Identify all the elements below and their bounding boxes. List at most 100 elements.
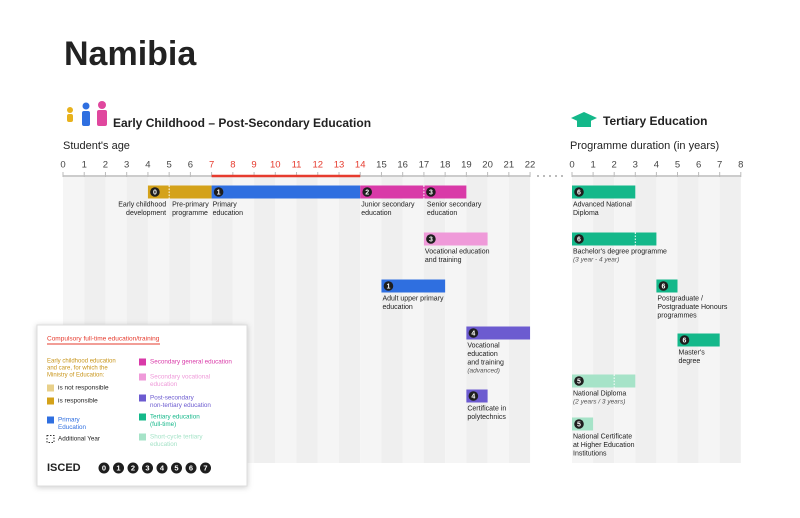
- legend-label: is responsible: [58, 398, 98, 405]
- axis-label: Student's age: [63, 140, 130, 152]
- isced-badge: [574, 187, 584, 197]
- isced-number: 5: [577, 378, 581, 385]
- legend-swatch: [139, 433, 146, 441]
- isced-badge: [679, 335, 690, 345]
- isced-number: 4: [471, 393, 475, 400]
- isced-badge: [98, 462, 110, 474]
- programme-label: Certificate in: [467, 405, 506, 412]
- tick-label: 2: [612, 160, 617, 171]
- isced-badge: [383, 281, 394, 291]
- programme-bar: [169, 185, 212, 199]
- column: [360, 177, 382, 463]
- programme-label: education: [213, 210, 243, 217]
- programme-bar: [466, 326, 531, 340]
- legend-label: Short-cycle tertiary: [150, 434, 203, 441]
- legend-heading: and care, for which the: [47, 366, 108, 372]
- programme-label: at Higher Education: [573, 442, 635, 449]
- tick-label: 19: [461, 160, 472, 171]
- programme-label: Pre-primary: [172, 201, 209, 208]
- isced-badge: [150, 187, 160, 197]
- tick-label: 13: [334, 160, 345, 171]
- isced-badge: [185, 462, 197, 474]
- isced-number: 1: [217, 189, 221, 196]
- tick-label: 15: [376, 160, 387, 171]
- legend-label: is not responsible: [58, 385, 109, 392]
- column: [487, 177, 509, 463]
- programme-label: education: [467, 351, 497, 358]
- isced-badge: [200, 462, 211, 474]
- isced-number: 3: [145, 463, 149, 472]
- isced-number: 7: [203, 463, 207, 472]
- graduation-icon: [571, 112, 597, 127]
- programme-bar: [423, 185, 467, 199]
- programme-label: Early childhood: [118, 201, 166, 208]
- isced-badge: [468, 328, 479, 338]
- children-icon: [67, 101, 107, 126]
- isced-badge: [113, 462, 124, 474]
- tick-label: 6: [188, 160, 193, 171]
- programme-label: Advanced National: [573, 201, 632, 208]
- page-title: Namibia: [64, 35, 197, 73]
- isced-number: 4: [471, 330, 475, 337]
- tick-label: 11: [292, 160, 302, 171]
- legend-title: Compulsory full-time education/training: [47, 336, 160, 343]
- isced-number: 4: [160, 463, 165, 472]
- column: [338, 177, 361, 463]
- column: [719, 177, 741, 463]
- legend-label: Education: [58, 424, 87, 431]
- legend-box: [36, 324, 248, 487]
- column: [698, 177, 720, 463]
- column: [614, 177, 636, 463]
- isced-number: 2: [131, 463, 135, 472]
- programme-bar: [360, 185, 424, 199]
- tick-label: 21: [504, 160, 515, 171]
- isced-badge: [426, 187, 436, 197]
- legend-label: Secondary general education: [150, 359, 232, 366]
- column: [656, 177, 678, 463]
- legend-label: Secondary vocational: [150, 374, 210, 381]
- programme-bar: [211, 185, 361, 199]
- isced-number: 3: [429, 189, 433, 196]
- isced-badge: [468, 391, 479, 401]
- tick-label: 4: [145, 160, 150, 171]
- tick-label: 5: [675, 160, 680, 171]
- isced-badge: [362, 187, 373, 197]
- programme-label: degree: [679, 358, 701, 365]
- legend-label: Primary: [58, 417, 81, 424]
- tick-label: 22: [525, 160, 536, 171]
- isced-badge: [574, 419, 584, 429]
- isced-number: 0: [153, 189, 157, 196]
- tick-label: 12: [312, 160, 323, 171]
- column: [508, 177, 531, 463]
- column: [402, 177, 424, 463]
- programme-bar: [677, 333, 720, 347]
- tick-label: 3: [633, 160, 638, 171]
- tick-label: 8: [230, 160, 235, 171]
- tick-label: 1: [82, 160, 87, 171]
- tick-label: 20: [482, 160, 493, 171]
- tick-label: 0: [60, 160, 65, 171]
- legend-label: Post-secondary: [150, 395, 195, 402]
- programme-label: Postgraduate Honours: [657, 304, 728, 311]
- legend: Compulsory full-time education/training E…: [36, 324, 248, 487]
- column: [254, 177, 276, 463]
- programme-bar: [572, 232, 657, 246]
- programme-label: Master's: [679, 349, 706, 356]
- programme-bar: [423, 232, 488, 246]
- column: [275, 177, 297, 463]
- legend-label: education: [150, 381, 178, 388]
- isced-badge: [574, 376, 584, 386]
- tick-label: 14: [355, 160, 366, 171]
- programme-label: Senior secondary: [427, 201, 482, 208]
- legend-label: non-tertiary education: [150, 402, 211, 409]
- isced-label: ISCED: [47, 462, 81, 474]
- tick-label: 4: [654, 160, 659, 171]
- legend-heading: Ministry of Education:: [47, 373, 105, 379]
- programme-label: development: [126, 210, 166, 217]
- isced-number: 3: [429, 236, 433, 243]
- axis-label: Programme duration (in years): [570, 140, 719, 152]
- programme-label: Institutions: [573, 450, 607, 457]
- legend-swatch: [47, 384, 54, 392]
- programme-label: National Certificate: [573, 433, 632, 440]
